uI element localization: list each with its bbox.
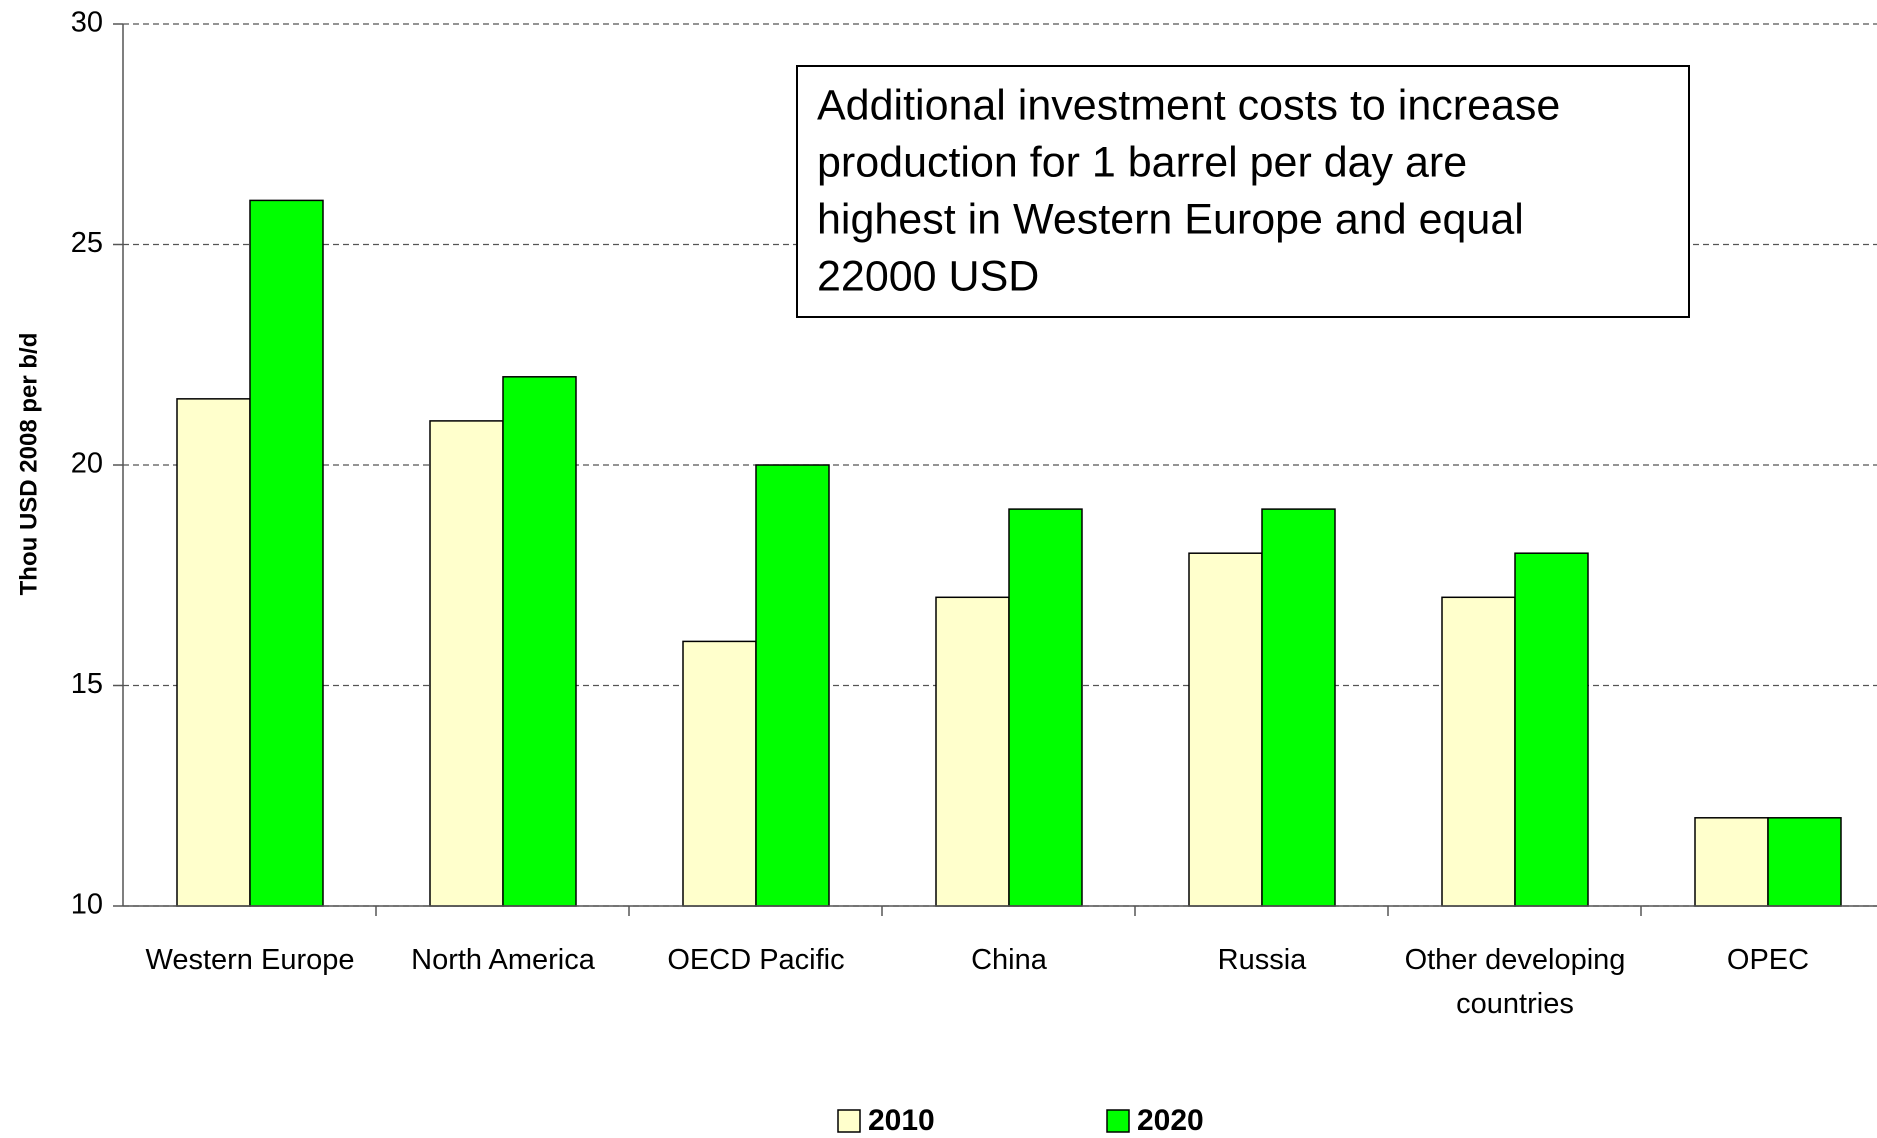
y-tick-label: 30 (71, 7, 103, 39)
bar (249, 199, 324, 907)
y-tick-label: 20 (71, 448, 103, 480)
bar (502, 376, 577, 907)
bar (1441, 596, 1516, 907)
bar (755, 464, 830, 907)
bar (1008, 508, 1083, 907)
bar (1694, 817, 1769, 907)
x-tick-label: North America (411, 944, 595, 976)
bar (176, 398, 251, 907)
legend-label: 2020 (1137, 1104, 1204, 1137)
bar (1188, 552, 1263, 907)
x-tick-label: Russia (1217, 944, 1307, 976)
x-tick-label: OECD Pacific (667, 944, 845, 976)
annotation-text: Additional investment costs to increase (817, 81, 1560, 129)
x-tick-label: Western Europe (145, 944, 355, 976)
x-tick-label: China (971, 944, 1047, 976)
annotation-text: highest in Western Europe and equal (817, 195, 1524, 243)
y-tick-label: 15 (71, 668, 103, 700)
bar (429, 420, 504, 907)
legend-label: 2010 (868, 1104, 935, 1137)
legend-swatch (1106, 1109, 1130, 1133)
x-tick-label: Other developing countries (1404, 944, 1626, 1020)
legend-swatch (837, 1109, 861, 1133)
bar (682, 640, 757, 907)
x-tick-label: OPEC (1726, 944, 1810, 976)
bar (1514, 552, 1589, 907)
annotation-text: 22000 USD (817, 252, 1039, 300)
y-axis-label: Thou USD 2008 per b/d (15, 333, 42, 596)
bar (1767, 817, 1842, 907)
annotation-box (796, 65, 1690, 318)
y-tick-label: 25 (71, 227, 103, 259)
annotation-text: production for 1 barrel per day are (817, 138, 1467, 186)
bar (935, 596, 1010, 907)
y-tick-label: 10 (71, 889, 103, 921)
bar (1261, 508, 1336, 907)
